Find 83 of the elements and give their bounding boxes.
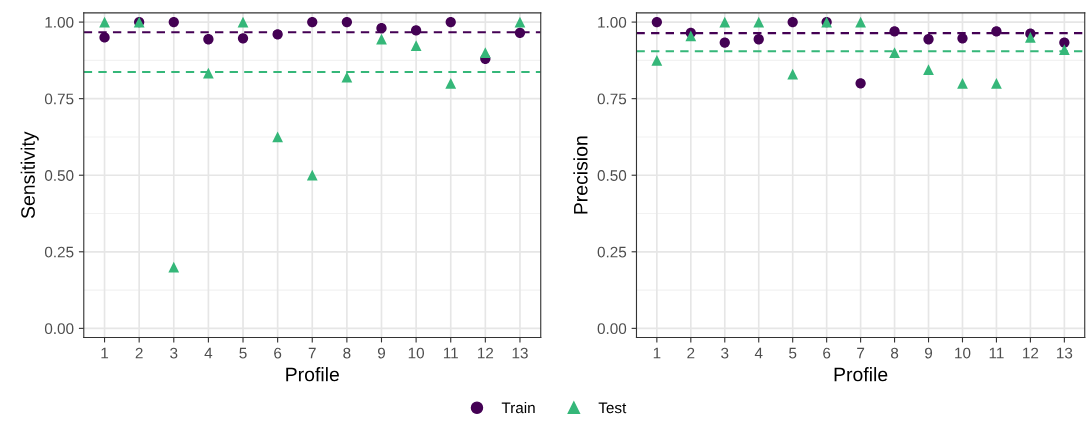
point (514, 27, 526, 38)
point (306, 169, 318, 181)
point (787, 68, 799, 80)
point (237, 33, 249, 44)
y-tick-label: 0.25 (597, 246, 627, 258)
point (341, 16, 353, 28)
x-tick-label: 7 (857, 347, 865, 359)
x-tick-label: 11 (443, 347, 458, 359)
point (651, 16, 663, 28)
point (1025, 32, 1036, 43)
point (685, 30, 697, 42)
x-tick-label: 8 (343, 347, 351, 359)
x-tick-label: 12 (478, 347, 494, 359)
point (99, 32, 110, 43)
point (410, 25, 422, 36)
x-tick-label: 7 (308, 347, 316, 359)
point (753, 34, 764, 45)
x-tick-label: 13 (512, 347, 528, 359)
point (651, 54, 663, 66)
x-tick-label: 1 (101, 347, 109, 359)
point (889, 47, 900, 59)
x-tick-label: 9 (377, 347, 386, 359)
x-tick-label: 2 (135, 347, 143, 359)
point (719, 16, 731, 28)
point (272, 29, 283, 40)
point (203, 34, 214, 45)
point (923, 64, 934, 75)
point (341, 71, 353, 83)
y-tick-label: 0.75 (44, 93, 74, 105)
point (168, 261, 180, 273)
point (168, 16, 179, 28)
point (957, 33, 968, 44)
x-tick-label: 4 (204, 347, 213, 359)
point (923, 34, 934, 45)
point (272, 131, 284, 143)
point (203, 67, 214, 79)
x-tick-label: 9 (924, 347, 933, 359)
point (1058, 44, 1070, 56)
x-axis-title: Profile (834, 367, 888, 382)
x-tick-label: 5 (239, 347, 247, 359)
x-tick-label: 11 (989, 347, 1004, 359)
y-axis-title: Precision (573, 136, 588, 214)
y-tick-label: 0.50 (44, 170, 74, 181)
point (1059, 37, 1070, 48)
x-tick-label: 3 (721, 347, 729, 359)
x-tick-label: 1 (653, 347, 661, 359)
point (410, 40, 422, 52)
x-tick-label: 13 (1057, 347, 1073, 359)
x-tick-label: 6 (274, 347, 282, 359)
y-tick-label: 0.50 (597, 170, 627, 181)
x-tick-label: 10 (408, 347, 425, 359)
x-tick-label: 2 (687, 347, 695, 359)
y-tick-label: 1.00 (45, 16, 74, 28)
x-tick-label: 12 (1023, 347, 1039, 359)
point (957, 77, 968, 89)
point (376, 33, 387, 45)
legend-label: Test (598, 402, 627, 414)
y-tick-label: 0.25 (44, 246, 74, 258)
point (479, 47, 491, 59)
point (719, 37, 730, 48)
x-tick-label: 4 (754, 347, 763, 359)
point (889, 26, 900, 37)
x-tick-label: 5 (789, 347, 797, 359)
x-tick-label: 3 (170, 347, 178, 359)
y-tick-label: 0.00 (597, 323, 627, 335)
x-tick-label: 6 (823, 347, 831, 359)
point (376, 23, 387, 34)
x-tick-label: 8 (890, 347, 899, 359)
point (445, 16, 456, 28)
point (445, 77, 457, 89)
point (787, 16, 798, 28)
x-axis-title: Profile (286, 367, 339, 382)
y-tick-label: 1.00 (598, 16, 627, 28)
x-tick-label: 10 (955, 347, 971, 359)
y-tick-label: 0.75 (597, 93, 627, 105)
point (991, 77, 1002, 89)
y-tick-label: 0.00 (44, 323, 74, 335)
y-axis-title: Sensitivity (20, 131, 39, 219)
point (991, 26, 1002, 37)
point (855, 78, 866, 89)
point (753, 16, 765, 28)
legend-label: Train (501, 402, 535, 414)
point (307, 16, 318, 28)
